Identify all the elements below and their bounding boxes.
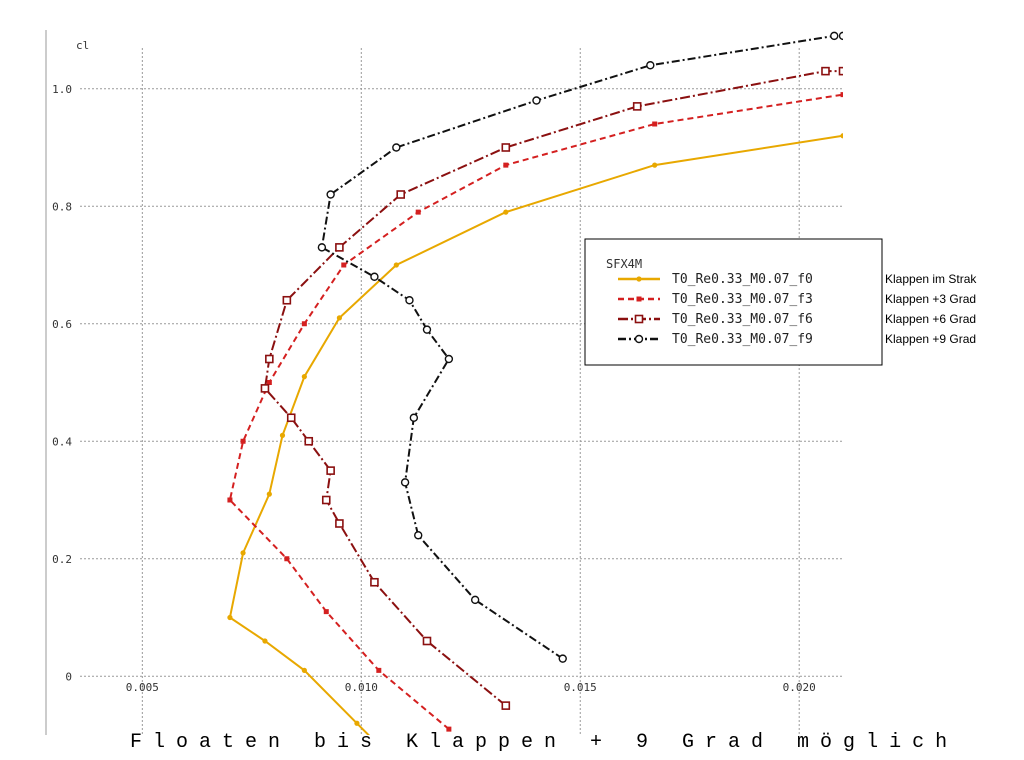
data-point [532,96,541,105]
series-line [228,93,843,730]
data-point [558,654,567,663]
data-point [341,262,347,268]
legend-entry-label: T0_Re0.33_M0.07_f9 [672,332,813,347]
legend-entry-label: T0_Re0.33_M0.07_f3 [672,292,813,307]
data-point [240,550,246,556]
data-point [304,436,314,446]
data-point [335,243,344,252]
data-point [415,209,421,215]
data-point [501,143,511,152]
y-tick-label: 0.4 [52,435,72,448]
y-tick-label: 0 [65,670,72,683]
data-point [260,384,270,393]
data-point [634,314,644,324]
y-tick-label: 0.8 [52,200,72,213]
legend-side-note: Klappen +6 Grad [885,312,976,326]
data-point [503,162,509,168]
data-point [501,701,511,710]
data-point [376,667,382,673]
series-3 [317,31,843,663]
data-point [227,497,233,503]
data-point [286,413,296,423]
data-point [503,209,509,215]
legend-entry-label: T0_Re0.33_M0.07_f6 [672,312,813,327]
data-point [470,595,480,605]
x-tick-label: 0.020 [783,681,816,694]
legend-box [584,238,883,366]
data-point [652,162,658,168]
x-tick-label: 0.015 [564,681,597,694]
y-tick-label: 0.6 [52,318,72,331]
data-point [632,102,642,111]
data-point [446,726,452,732]
data-point [317,243,327,252]
data-point [636,296,642,302]
legend-entry-label: T0_Re0.33_M0.07_f0 [672,272,813,287]
data-point [354,720,360,726]
data-point [301,321,307,327]
data-point [336,315,343,321]
data-point [414,531,423,540]
data-point [266,380,272,385]
data-point [266,491,272,497]
series-line [320,34,843,660]
y-tick-label: 1.0 [52,83,72,96]
data-point [652,121,658,127]
data-point [646,61,655,70]
legend-side-note: Klappen im Strak [885,272,977,286]
data-point [282,295,292,305]
data-point [262,638,268,644]
series-line [228,134,843,735]
series-0 [227,133,843,735]
data-point [335,519,344,528]
data-point [227,614,233,621]
data-point [301,667,307,673]
data-point [444,354,454,364]
y-axis-label: cl [76,39,89,52]
series-1 [227,92,843,732]
legend-side-note: Klappen +9 Grad [885,332,976,346]
data-point [400,478,410,487]
legend-title: SFX4M [606,257,642,271]
data-point [284,556,290,562]
grid-layer [80,48,843,735]
data-point [838,31,843,41]
data-point [838,66,843,76]
data-point [405,296,414,305]
data-point [279,432,286,438]
data-point [370,577,379,587]
data-point [240,438,246,444]
data-point [393,262,399,268]
series-line [263,70,843,707]
data-point [821,66,830,76]
data-point [326,190,335,199]
y-tick-label: 0.2 [52,553,72,566]
data-point [840,92,843,98]
legend-side-note: Klappen +3 Grad [885,292,976,306]
series-layer [227,31,843,735]
data-point [830,31,839,41]
axis-layer: cl 0.005 0.010 0.015 0.020 0 0.2 0.4 0.6 0.8 1.0 [45,30,816,735]
data-point [301,374,307,380]
chart-caption: Floaten bis Klappen + 9 Grad möglich [130,731,958,754]
data-point [265,354,274,364]
x-tick-label: 0.010 [345,681,378,694]
data-point [409,413,419,422]
data-point [326,466,335,475]
data-point [392,143,401,152]
data-point [422,636,432,646]
x-tick-label: 0.005 [126,681,159,694]
data-point [323,609,329,615]
data-point [396,190,406,199]
data-point [422,325,432,334]
legend: SFX4M T0_Re0.33_M0.07_f0 Klappen im Strak… [584,238,977,366]
data-point [840,133,843,139]
data-point [636,276,642,282]
data-point [370,272,379,281]
data-point [321,495,331,505]
series-2 [260,66,843,710]
data-point [634,334,644,344]
